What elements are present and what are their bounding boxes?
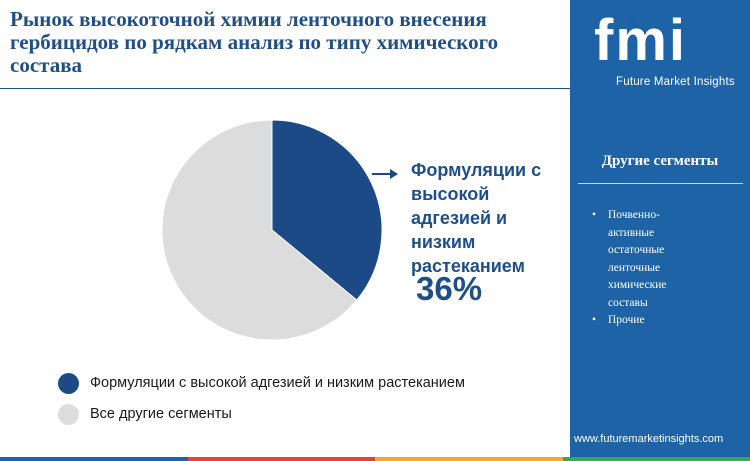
pie-slice-0 [271, 119, 383, 301]
list-item: • Почвенно-активные остаточные ленточные… [592, 207, 742, 312]
page-title: Рынок высокоточной химии ленточного внес… [10, 7, 499, 77]
pie-chart-svg [161, 119, 398, 341]
legend-item-other: Все другие сегменты [58, 403, 465, 425]
chart-legend: Формуляции с высокой адгезией и низким р… [58, 372, 465, 434]
other-segments-list: • Почвенно-активные остаточные ленточные… [592, 207, 742, 330]
list-item: • Прочие [592, 312, 742, 330]
sidebar: fmi Future Market Insights Другие сегмен… [570, 0, 750, 461]
sidebar-divider [578, 183, 743, 184]
list-item-label: Прочие [608, 314, 645, 326]
legend-item-primary: Формуляции с высокой адгезией и низким р… [58, 372, 465, 394]
bullet-icon: • [592, 209, 597, 221]
website-link[interactable]: www.futuremarketinsights.com [574, 433, 724, 445]
callout-value: 36% [416, 270, 483, 307]
list-item-label: Почвенно-активные остаточные ленточные х… [608, 209, 667, 309]
pie-slice-1 [161, 119, 358, 341]
other-segments-heading: Другие сегменты [601, 153, 719, 169]
callout-label: Формуляции с высокой адгезией и низким р… [411, 160, 542, 276]
fmi-logo: fmi Future Market Insights [590, 8, 735, 88]
legend-label-primary: Формуляции с высокой адгезией и низким р… [90, 375, 465, 391]
title-divider [0, 88, 570, 89]
svg-text:fmi: fmi [594, 10, 687, 68]
pie-chart [150, 118, 400, 348]
legend-label-other: Все другие сегменты [90, 406, 232, 422]
legend-swatch-primary [58, 372, 79, 394]
bottom-color-bar [0, 457, 750, 461]
legend-swatch-other [58, 403, 79, 425]
fmi-logo-mark: fmi [594, 8, 707, 73]
bullet-icon: • [592, 314, 597, 326]
brand-name: Future Market Insights [616, 76, 735, 88]
callout-arrow-head-icon [390, 169, 398, 179]
